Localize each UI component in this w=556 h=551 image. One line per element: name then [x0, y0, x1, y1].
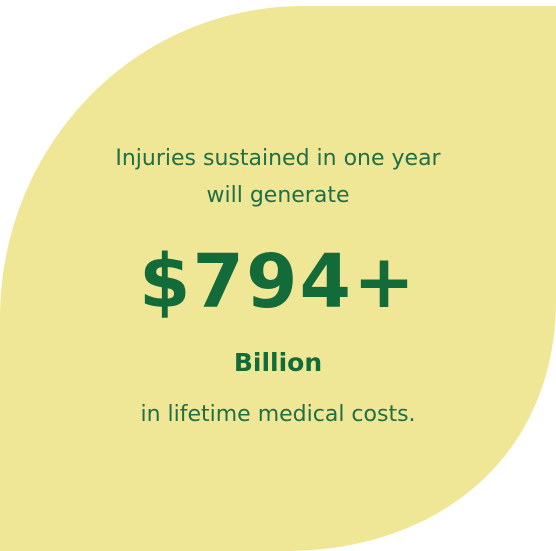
cost-figure: $794+: [139, 239, 417, 325]
intro-text-line-1: Injuries sustained in one year: [115, 146, 441, 171]
intro-text-line-2: will generate: [206, 183, 350, 208]
outro-text: in lifetime medical costs.: [140, 402, 416, 427]
cost-unit-label: Billion: [233, 348, 323, 377]
leaf-shape: [0, 6, 556, 551]
